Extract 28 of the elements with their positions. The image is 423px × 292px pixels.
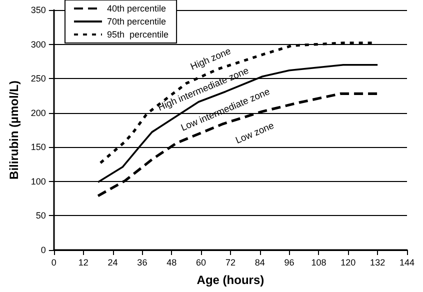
y-tick-label: 250 <box>30 74 46 84</box>
x-tick-label: 72 <box>225 258 236 268</box>
y-tick-label: 300 <box>30 39 46 50</box>
annotation: Low zone <box>234 120 276 146</box>
x-tick-label: 120 <box>340 258 356 268</box>
x-tick-label: 132 <box>370 258 386 268</box>
x-tick-label: 144 <box>399 258 415 268</box>
y-axis-title: Bilirubin (µmol/L) <box>7 80 21 180</box>
y-tick-label: 200 <box>30 108 46 118</box>
x-tick-label: 96 <box>284 258 294 268</box>
x-tick-label: 60 <box>196 258 206 268</box>
y-tick-label: 150 <box>30 142 46 152</box>
legend-label: 70th percentile <box>107 16 166 26</box>
y-tick-label: 100 <box>30 176 46 186</box>
annotation: High zone <box>189 46 233 73</box>
x-tick-label: 108 <box>311 258 326 268</box>
x-tick-label: 12 <box>78 258 88 268</box>
legend-label: 40th percentile <box>107 4 166 14</box>
y-tick-label: 50 <box>36 210 46 221</box>
y-tick-label: 350 <box>30 5 46 15</box>
x-tick-label: 0 <box>51 258 56 268</box>
x-axis-title: Age (hours) <box>196 273 264 287</box>
x-tick-label: 24 <box>108 258 118 268</box>
legend-label: 95th percentile <box>107 30 169 40</box>
y-tick-label: 0 <box>40 245 46 255</box>
x-tick-label: 84 <box>254 258 265 268</box>
x-tick-label: 48 <box>166 258 177 268</box>
x-tick-label: 36 <box>137 258 148 268</box>
